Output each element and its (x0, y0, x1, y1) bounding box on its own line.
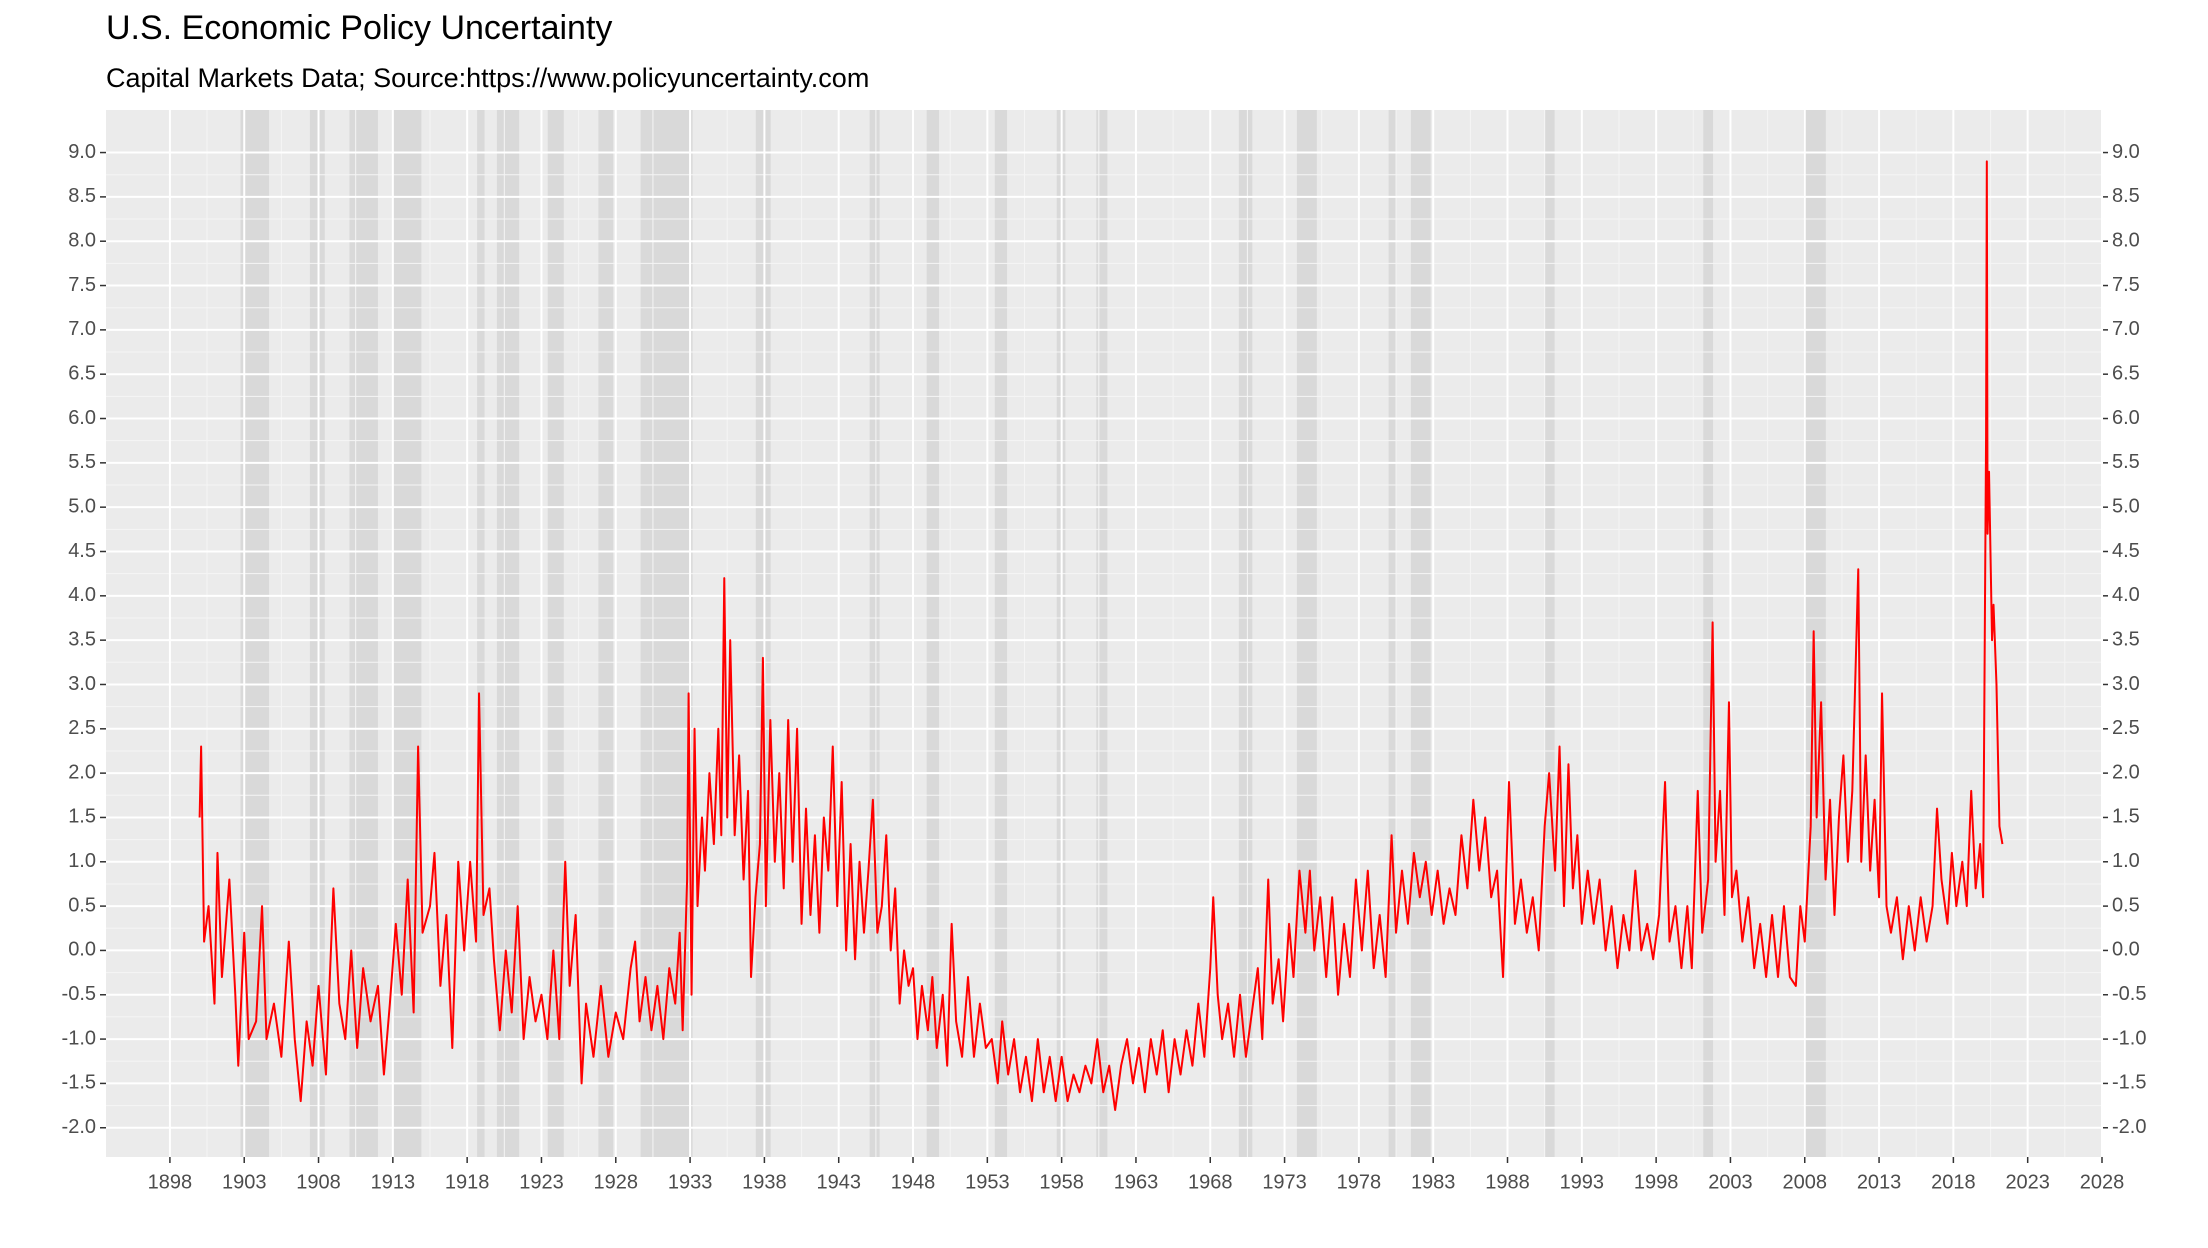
x-tick-label: 1958 (1039, 1171, 1084, 1193)
recession-band (869, 110, 880, 1157)
x-tick-label: 1943 (816, 1171, 861, 1193)
y2-tick-label: -1.0 (2112, 1027, 2146, 1049)
y-tick-label: 1.5 (68, 806, 96, 828)
recession-band (1296, 110, 1317, 1157)
recession-band (1803, 110, 1826, 1157)
x-tick-label: 2013 (1857, 1171, 1902, 1193)
y-tick-label: 4.0 (68, 584, 96, 606)
x-tick-label: 2028 (2080, 1171, 2125, 1193)
y-tick-label: 0.5 (68, 894, 96, 916)
y-tick-label: 0.0 (68, 939, 96, 961)
x-tick-label: 1948 (891, 1171, 936, 1193)
data-line (198, 160, 2004, 1112)
recession-band (598, 110, 614, 1157)
recession-band (1703, 110, 1714, 1157)
y2-tick-label: 6.5 (2112, 362, 2140, 384)
y2-tick-label: 9.0 (2112, 141, 2140, 163)
y2-tick-label: 2.0 (2112, 761, 2140, 783)
x-tick-label: 1973 (1262, 1171, 1307, 1193)
y-tick-label: 6.0 (68, 407, 96, 429)
recession-band (1410, 110, 1431, 1157)
x-tick-label: 1918 (445, 1171, 490, 1193)
x-tick-label: 1988 (1485, 1171, 1530, 1193)
recession-band (349, 110, 378, 1157)
y2-tick-label: 3.5 (2112, 628, 2140, 650)
x-tick-label: 1913 (371, 1171, 416, 1193)
y2-tick-label: 7.0 (2112, 318, 2140, 340)
y2-tick-label: 8.5 (2112, 185, 2140, 207)
recession-band (1544, 110, 1555, 1157)
x-tick-label: 2018 (1931, 1171, 1976, 1193)
x-tick-label: 2003 (1708, 1171, 1753, 1193)
x-tick-label: 1923 (519, 1171, 564, 1193)
x-tick-label: 1933 (668, 1171, 713, 1193)
recession-band (477, 110, 485, 1157)
recession-band (994, 110, 1008, 1157)
recession-band (547, 110, 564, 1157)
y2-tick-label: -1.5 (2112, 1072, 2146, 1094)
x-tick-label: 1938 (742, 1171, 787, 1193)
x-tick-label: 2023 (2005, 1171, 2050, 1193)
y2-tick-label: 5.5 (2112, 451, 2140, 473)
x-tick-label: 1903 (222, 1171, 267, 1193)
x-tick-label: 1908 (296, 1171, 341, 1193)
y-tick-label: 2.0 (68, 761, 96, 783)
y-tick-label: 8.0 (68, 229, 96, 251)
y-tick-label: -1.0 (62, 1027, 96, 1049)
y2-tick-label: -2.0 (2112, 1116, 2146, 1138)
y-tick-label: 6.5 (68, 362, 96, 384)
recession-band (392, 110, 422, 1157)
chart-subtitle: Capital Markets Data; Source:https://www… (106, 63, 869, 93)
y2-tick-label: 4.0 (2112, 584, 2140, 606)
x-tick-label: 1978 (1337, 1171, 1382, 1193)
y2-tick-label: 1.0 (2112, 850, 2140, 872)
y2-tick-label: 1.5 (2112, 806, 2140, 828)
recession-band (1238, 110, 1253, 1157)
x-tick-label: 1953 (965, 1171, 1010, 1193)
y2-tick-label: -0.5 (2112, 983, 2146, 1005)
recession-band (755, 110, 771, 1157)
y-tick-label: 7.5 (68, 274, 96, 296)
y-tick-label: 1.0 (68, 850, 96, 872)
x-tick-label: 1898 (148, 1171, 193, 1193)
y-tick-label: 3.0 (68, 673, 96, 695)
y2-tick-label: 5.0 (2112, 495, 2140, 517)
chart-title: U.S. Economic Policy Uncertainty (106, 9, 612, 47)
y2-tick-label: 2.5 (2112, 717, 2140, 739)
recession-band (1388, 110, 1397, 1157)
y-tick-label: -0.5 (62, 983, 96, 1005)
y-tick-label: -2.0 (62, 1116, 96, 1138)
x-tick-label: 1998 (1634, 1171, 1679, 1193)
x-tick-label: 1993 (1560, 1171, 1605, 1193)
y-tick-label: 4.5 (68, 540, 96, 562)
x-tick-label: 1968 (1188, 1171, 1233, 1193)
x-tick-label: 2008 (1783, 1171, 1828, 1193)
y-tick-label: 3.5 (68, 628, 96, 650)
x-tick-label: 1963 (1114, 1171, 1159, 1193)
y2-tick-label: 6.0 (2112, 407, 2140, 429)
y-tick-label: 7.0 (68, 318, 96, 340)
y2-tick-label: 4.5 (2112, 540, 2140, 562)
y-tick-label: 9.0 (68, 141, 96, 163)
recession-band (926, 110, 940, 1157)
x-tick-label: 1983 (1411, 1171, 1456, 1193)
recession-band (309, 110, 325, 1157)
y-tick-label: 5.5 (68, 451, 96, 473)
recession-band (1096, 110, 1108, 1157)
y-tick-label: 5.0 (68, 495, 96, 517)
y2-tick-label: 7.5 (2112, 274, 2140, 296)
recession-band (496, 110, 520, 1157)
y2-tick-label: 8.0 (2112, 229, 2140, 251)
x-tick-label: 1928 (594, 1171, 639, 1193)
y2-tick-label: 0.0 (2112, 939, 2140, 961)
y-tick-label: 8.5 (68, 185, 96, 207)
y2-tick-label: 0.5 (2112, 894, 2140, 916)
y-tick-label: -1.5 (62, 1072, 96, 1094)
y2-tick-label: 3.0 (2112, 673, 2140, 695)
y-tick-label: 2.5 (68, 717, 96, 739)
